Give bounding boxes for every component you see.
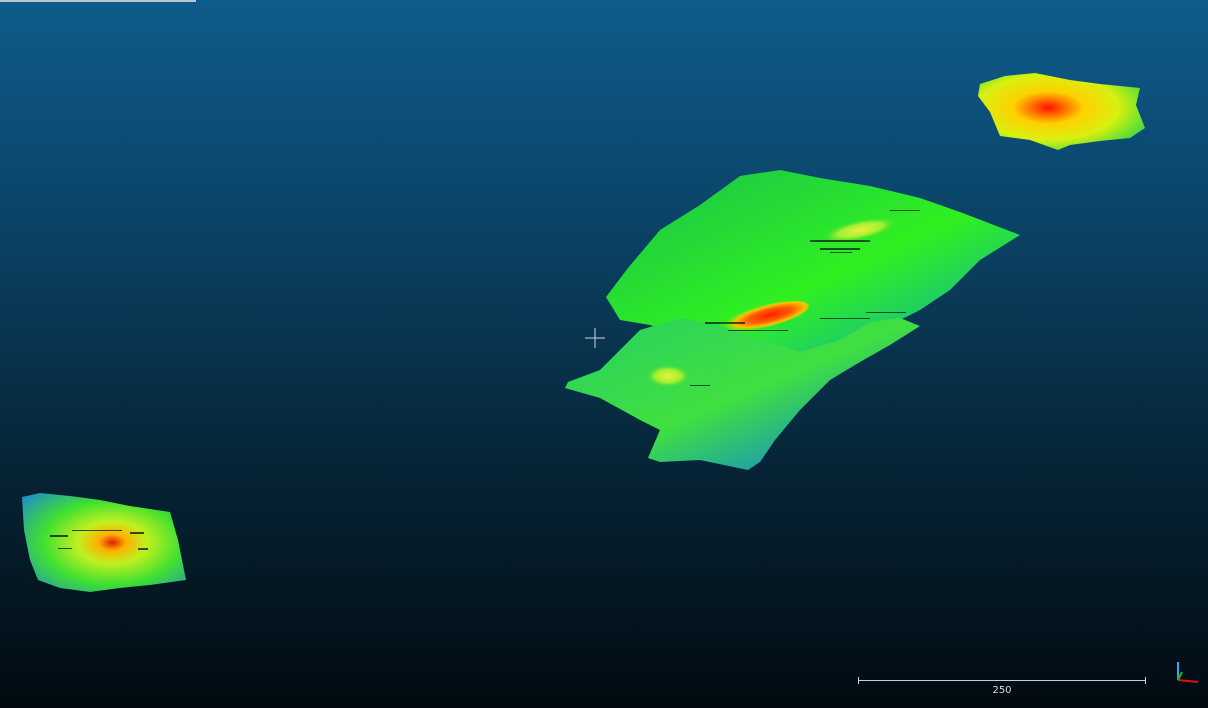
- southwest-cloud-patch: [22, 493, 186, 592]
- sparse-points-southwest: [50, 530, 148, 550]
- scale-bar: 250: [858, 676, 1146, 696]
- pivot-crosshair: [585, 328, 605, 348]
- scale-bar-label: 250: [992, 685, 1012, 696]
- central-cloud[interactable]: [565, 170, 1020, 470]
- scale-bar-tick-right: [1145, 677, 1146, 684]
- axis-x-icon: [1177, 679, 1199, 683]
- northeast-cloud-patch: [978, 73, 1145, 150]
- scale-bar-line: [858, 680, 1146, 681]
- scale-bar-tick-left: [858, 677, 859, 684]
- central-cloud-upper-patch: [606, 170, 1020, 365]
- window-top-bar: [0, 0, 196, 2]
- axis-triad-icon: [1177, 662, 1199, 683]
- upper-mound: [822, 217, 898, 243]
- northeast-cloud[interactable]: [978, 73, 1145, 150]
- axis-y-icon: [1177, 671, 1183, 681]
- central-cloud-lower-patch: [565, 318, 920, 470]
- sparse-points-central: [690, 210, 920, 386]
- lower-mound: [646, 365, 690, 387]
- southwest-cloud[interactable]: [22, 493, 186, 592]
